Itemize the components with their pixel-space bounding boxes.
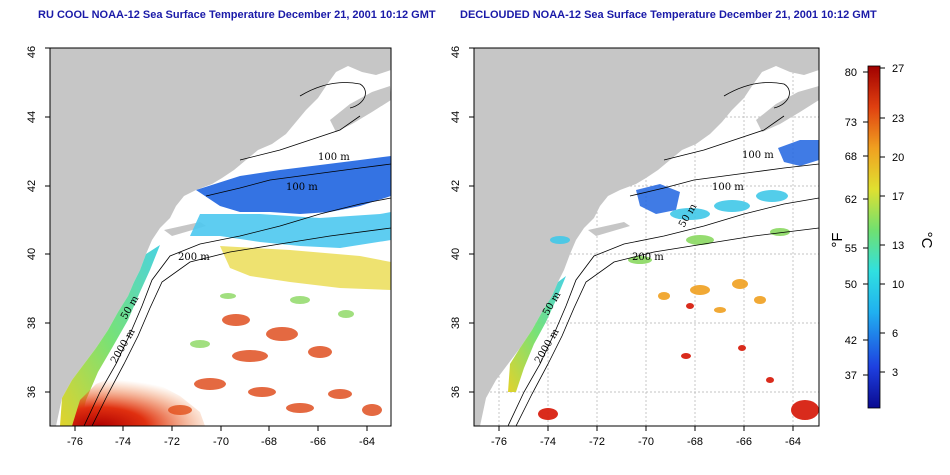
left-panel-title: RU COOL NOAA-12 Sea Surface Temperature … [38,9,436,21]
left-green-patches [190,293,354,348]
fahrenheit-unit-label: °F [829,232,846,247]
left-contour-label: 200 m [178,252,210,263]
right-contour-label: 100 m [712,182,744,193]
x-tick-label: -72 [589,436,605,448]
right-cape-cod-water [636,184,680,214]
y-tick-label: 44 [26,111,38,123]
right-green-patches [628,228,790,264]
y-tick-label: 42 [450,180,462,192]
y-tick-label: 36 [450,386,462,398]
x-tick-label: -70 [638,436,654,448]
y-tick-label: 44 [450,111,462,123]
colorbar: 80 73 68 62 55 50 42 37 27 23 20 17 13 1… [829,63,935,409]
left-mid-shelf-water [220,246,391,290]
left-shelf-water [60,245,160,426]
right-panel-title: DECLOUDED NOAA-12 Sea Surface Temperatur… [460,9,877,21]
celsius-tick-label: 13 [892,240,904,252]
right-contour-label: 100 m [742,150,774,161]
celsius-unit-label: °C [918,232,935,249]
right-contours [507,82,819,426]
x-tick-label: -64 [359,436,375,448]
fahrenheit-tick-label: 55 [845,243,857,255]
right-contour-label: 200 m [632,252,664,263]
left-georges-bank-water [190,212,391,248]
left-contours [83,82,391,426]
x-tick-label: -66 [736,436,752,448]
left-map-panel: 100 m 100 m 200 m 50 m 2000 m -76 -74 -7… [26,46,392,448]
celsius-tick-label: 10 [892,279,904,291]
right-long-island [588,222,630,236]
right-hot-spots [538,303,819,420]
left-contour-label: 100 m [286,182,318,193]
right-y-axis: 36 38 40 42 44 46 [450,46,474,398]
x-tick-label: -66 [310,436,326,448]
fahrenheit-tick-label: 62 [845,194,857,206]
y-tick-label: 38 [26,317,38,329]
celsius-tick-label: 27 [892,63,904,75]
celsius-tick-label: 20 [892,152,904,164]
colorbar-scale [867,65,881,409]
fahrenheit-tick-label: 80 [845,67,857,79]
right-land [474,48,819,426]
x-tick-label: -70 [213,436,229,448]
y-tick-label: 46 [26,46,38,58]
celsius-tick-label: 6 [892,328,898,340]
x-tick-label: -68 [687,436,703,448]
fahrenheit-tick-label: 68 [845,151,857,163]
y-tick-label: 40 [450,248,462,260]
y-tick-label: 42 [26,180,38,192]
left-land [50,48,391,426]
right-x-axis: -76 -74 -72 -70 -68 -66 -64 [491,426,801,448]
celsius-tick-label: 3 [892,367,898,379]
fahrenheit-tick-label: 50 [845,279,857,291]
x-tick-label: -72 [164,436,180,448]
right-shelf-water [508,276,566,392]
x-tick-label: -74 [115,436,131,448]
y-tick-label: 38 [450,317,462,329]
x-tick-label: -68 [261,436,277,448]
celsius-tick-label: 23 [892,113,904,125]
fahrenheit-tick-label: 73 [845,117,857,129]
right-warm-patches [658,279,766,313]
left-gulf-stream-core [72,374,205,426]
left-contour-label: 100 m [318,152,350,163]
fahrenheit-tick-label: 37 [845,370,857,382]
left-y-axis: 36 38 40 42 44 46 [26,46,50,398]
celsius-tick-label: 17 [892,191,904,203]
x-tick-label: -76 [491,436,507,448]
left-x-axis: -76 -74 -72 -70 -68 -66 -64 [67,426,375,448]
x-tick-label: -74 [540,436,556,448]
right-gulf-of-maine-water [778,140,819,166]
y-tick-label: 46 [450,46,462,58]
right-nova-scotia [756,86,819,132]
left-nova-scotia [330,86,391,132]
right-cyan-patches [550,190,788,244]
x-tick-label: -76 [67,436,83,448]
right-map-panel: 100 m 100 m 50 m 200 m 50 m 2000 m -76 -… [450,46,820,448]
y-tick-label: 40 [26,248,38,260]
x-tick-label: -64 [785,436,801,448]
fahrenheit-tick-label: 42 [845,335,857,347]
y-tick-label: 36 [26,386,38,398]
